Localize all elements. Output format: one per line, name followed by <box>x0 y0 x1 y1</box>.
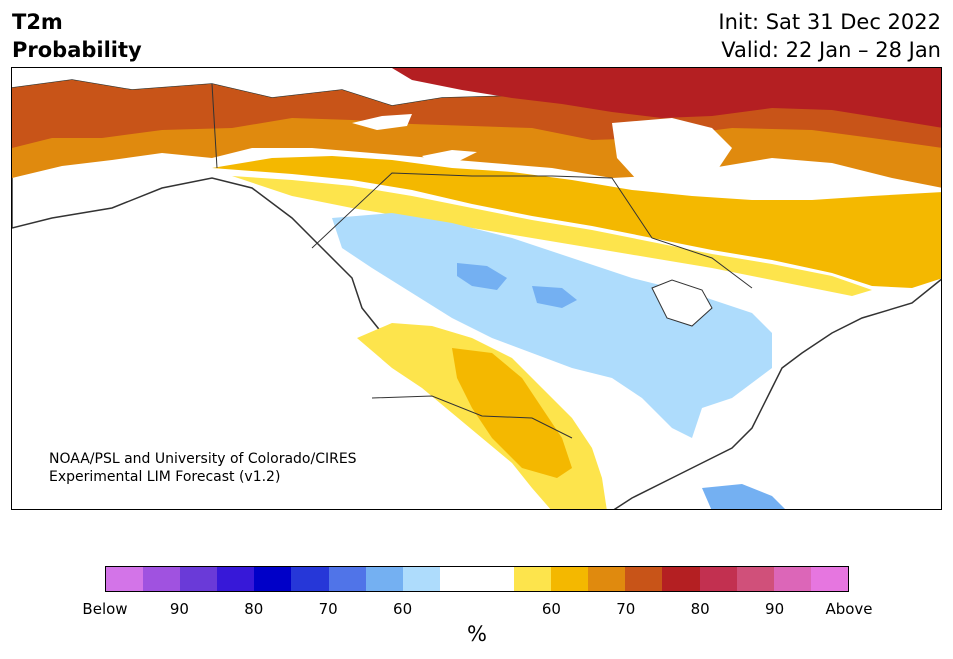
colorbar-tick-label: 70 <box>616 600 636 618</box>
colorbar-tick-label: 80 <box>244 600 264 618</box>
credit-text: NOAA/PSL and University of Colorado/CIRE… <box>49 450 357 486</box>
init-date: Init: Sat 31 Dec 2022 <box>718 10 941 34</box>
colorbar-swatch <box>476 567 515 591</box>
colorbar-tick-label: 70 <box>318 600 338 618</box>
colorbar-swatch <box>514 567 552 591</box>
colorbar-tick-label: Above <box>825 600 873 618</box>
colorbar-tick-label: 60 <box>541 600 561 618</box>
us-mexico-border <box>371 395 573 439</box>
colorbar-swatch <box>625 567 663 591</box>
colorbar-swatch <box>699 567 737 591</box>
above-55-band <box>232 176 872 296</box>
hudson-bay <box>612 118 732 188</box>
colorbar-tick-label: Below <box>82 600 128 618</box>
colorbar-swatch <box>143 567 181 591</box>
colorbar-swatch <box>588 567 626 591</box>
colorbar-units: % <box>467 622 487 646</box>
colorbar-swatch <box>328 567 366 591</box>
great-lakes <box>651 279 713 327</box>
credit-line-2: Experimental LIM Forecast (v1.2) <box>49 469 281 485</box>
title-type: Probability <box>12 38 142 62</box>
title-variable: T2m <box>12 10 63 34</box>
alaska-border <box>211 83 218 169</box>
colorbar-swatch <box>217 567 255 591</box>
colorbar-tick-label: 80 <box>690 600 710 618</box>
below-60-caribbean <box>702 484 785 509</box>
forecast-dates: Init: Sat 31 Dec 2022 Valid: 22 Jan – 28… <box>718 8 941 64</box>
us-canada-border <box>311 172 753 289</box>
colorbar-swatch <box>402 567 440 591</box>
colorbar-swatch <box>736 567 774 591</box>
lake-great-bear <box>422 150 477 164</box>
lake-great-slave <box>352 114 412 130</box>
above-90-arctic <box>392 68 941 128</box>
forecast-map <box>11 67 942 510</box>
colorbar-tick-label: 90 <box>169 600 189 618</box>
above-60-band <box>212 156 941 288</box>
map-title: T2m Probability <box>12 8 142 64</box>
colorbar-swatch <box>106 567 144 591</box>
colorbar-swatch <box>439 567 477 591</box>
colorbar-swatch <box>810 567 848 591</box>
above-60-southwest <box>452 348 572 478</box>
valid-range: Valid: 22 Jan – 28 Jan <box>721 38 941 62</box>
colorbar-swatch <box>551 567 589 591</box>
colorbar-swatch <box>254 567 292 591</box>
colorbar-tick-label: 60 <box>393 600 413 618</box>
colorbar-swatch <box>365 567 403 591</box>
colorbar <box>105 566 849 592</box>
colorbar-swatch <box>291 567 329 591</box>
credit-line-1: NOAA/PSL and University of Colorado/CIRE… <box>49 451 357 467</box>
below-60-core-west <box>457 263 507 290</box>
below-60-core-plains <box>532 286 577 308</box>
colorbar-swatch <box>773 567 811 591</box>
colorbar-swatch <box>662 567 700 591</box>
below-55-interior <box>332 213 772 438</box>
colorbar-tick-label: 90 <box>765 600 785 618</box>
colorbar-swatch <box>180 567 218 591</box>
